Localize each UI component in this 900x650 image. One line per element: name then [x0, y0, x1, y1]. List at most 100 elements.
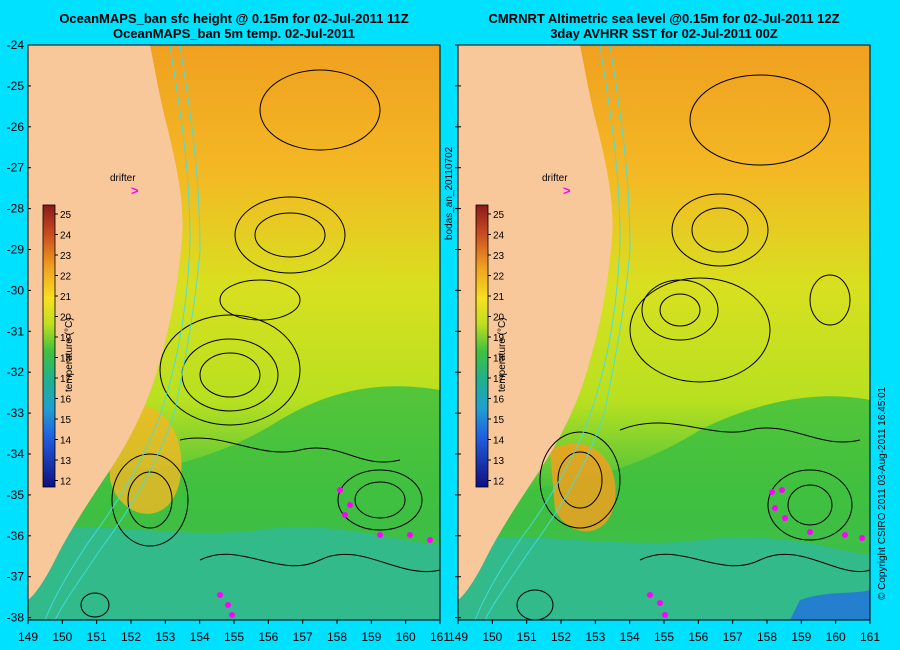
- latitude-tick-label: -32: [7, 365, 25, 379]
- latitude-tick-label: -27: [7, 161, 25, 175]
- left-isobaths: [44, 45, 201, 620]
- colorbar-tick-label: 19: [493, 333, 505, 344]
- latitude-tick-label: -34: [7, 447, 25, 461]
- longitude-tick-label: 150: [52, 630, 72, 644]
- right-isobaths: [474, 45, 631, 620]
- longitude-tick-label: 159: [791, 630, 811, 644]
- colorbar-tick-label: 23: [493, 251, 505, 262]
- colorbar-tick-label: 20: [493, 313, 505, 324]
- latitude-tick-label: -24: [7, 38, 25, 52]
- left-panel-title: OceanMAPS_ban sfc height @ 0.15m for 02-…: [28, 11, 440, 41]
- latitude-tick-label: -33: [7, 406, 25, 420]
- colorbar-tick-label: 12: [493, 477, 505, 488]
- longitude-tick-label: 158: [757, 630, 777, 644]
- colorbar-tick-label: 24: [493, 231, 505, 242]
- latitude-tick-label: -35: [7, 488, 25, 502]
- right-land: [458, 45, 613, 600]
- colorbar-tick-label: 18: [60, 354, 72, 365]
- longitude-tick-label: 152: [121, 630, 141, 644]
- longitude-tick-label: 156: [258, 630, 278, 644]
- colorbar-tick-label: 12: [60, 477, 72, 488]
- right-drifter-marker: >: [563, 183, 571, 198]
- right-drifter-tracks: [647, 487, 865, 618]
- left-title-line2: OceanMAPS_ban 5m temp. 02-Jul-2011: [112, 26, 356, 41]
- right-panel-title: CMRNRT Altimetric sea level @0.15m for 0…: [458, 11, 870, 41]
- latitude-axis: -24 -25 -26 -27 -28 -29 -30 -31 -32 -33 -34 -35 -36 -…: [7, 38, 461, 625]
- longitude-axis: 149 150 151 152 153 154 155 156 157 158 159 160 1611…: [18, 620, 880, 644]
- longitude-tick-label: 154: [190, 630, 210, 644]
- colorbar-tick-label: 23: [60, 251, 72, 262]
- longitude-tick-label: 151: [87, 630, 107, 644]
- longitude-tick-label: 154: [620, 630, 640, 644]
- longitude-tick-label: 150: [482, 630, 502, 644]
- latitude-tick-label: -37: [7, 570, 25, 584]
- longitude-tick-label: 149: [448, 630, 468, 644]
- colorbar-tick-label: 20: [60, 313, 72, 324]
- latitude-tick-label: -36: [7, 529, 25, 543]
- latitude-tick-label: -30: [7, 283, 25, 297]
- colorbar-tick-label: 14: [493, 436, 505, 447]
- colorbar-tick-label: 25: [60, 210, 72, 221]
- left-land: [28, 45, 183, 600]
- right-map-panel: [458, 45, 870, 620]
- colorbar-tick-label: 15: [493, 415, 505, 426]
- colorbar-tick-label: 25: [493, 210, 505, 221]
- copyright-label: © Copyright CSIRO 2011 03-Aug-2011 16:45…: [877, 386, 888, 600]
- left-colorbar: 25 24 23 22 21 20 19 18 17 16 15 14 13 12: [42, 204, 72, 488]
- longitude-tick-label: 161: [860, 630, 880, 644]
- left-drifter-marker: >: [131, 183, 139, 198]
- colorbar-tick-label: 13: [493, 456, 505, 467]
- middle-run-label: bodas_an_20110702: [444, 146, 455, 240]
- right-colorbar-label: temperature (°C): [497, 317, 508, 392]
- longitude-tick-label: 152: [551, 630, 571, 644]
- colorbar-tick-label: 22: [493, 272, 505, 283]
- right-contours: [516, 74, 870, 620]
- colorbar-tick-label: 13: [60, 456, 72, 467]
- right-colorbar: 25 24 23 22 21 20 19 18 17 16 15 14 13 12: [475, 204, 505, 488]
- colorbar-tick-label: 16: [60, 395, 72, 406]
- longitude-tick-label: 155: [224, 630, 244, 644]
- latitude-tick-label: -25: [7, 79, 25, 93]
- longitude-tick-label: 161: [430, 630, 450, 644]
- longitude-tick-label: 159: [361, 630, 381, 644]
- longitude-tick-label: 157: [293, 630, 313, 644]
- colorbar-tick-label: 15: [60, 415, 72, 426]
- longitude-tick-label: 155: [654, 630, 674, 644]
- colorbar-tick-label: 18: [493, 354, 505, 365]
- longitude-tick-label: 160: [396, 630, 416, 644]
- colorbar-tick-label: 17: [493, 374, 505, 385]
- colorbar-tick-label: 14: [60, 436, 72, 447]
- left-drifter-label: drifter: [110, 173, 136, 184]
- left-drifter-tracks: [217, 487, 433, 618]
- longitude-tick-label: 151: [517, 630, 537, 644]
- latitude-tick-label: -38: [7, 611, 25, 625]
- left-contours: [80, 69, 440, 618]
- colorbar-tick-label: 19: [60, 333, 72, 344]
- right-drifter-label: drifter: [542, 173, 568, 184]
- right-deep-cold: [790, 590, 870, 620]
- colorbar-tick-label: 22: [60, 272, 72, 283]
- longitude-tick-label: 157: [723, 630, 743, 644]
- latitude-tick-label: -29: [7, 243, 25, 257]
- longitude-tick-label: 160: [826, 630, 846, 644]
- latitude-tick-label: -28: [7, 202, 25, 216]
- longitude-tick-label: 153: [155, 630, 175, 644]
- longitude-tick-label: 158: [327, 630, 347, 644]
- longitude-tick-label: 156: [688, 630, 708, 644]
- left-title-line1: OceanMAPS_ban sfc height @ 0.15m for 02-…: [59, 11, 409, 26]
- left-colder-water: [28, 527, 440, 620]
- right-colder-water: [458, 537, 870, 620]
- longitude-tick-label: 149: [18, 630, 38, 644]
- latitude-tick-label: -31: [7, 324, 25, 338]
- longitude-tick-label: 153: [585, 630, 605, 644]
- left-colorbar-label: temperature (°C): [64, 317, 75, 392]
- colorbar-tick-label: 17: [60, 374, 72, 385]
- left-map-panel: [28, 45, 440, 620]
- colorbar-tick-label: 24: [60, 231, 72, 242]
- right-title-line1: CMRNRT Altimetric sea level @0.15m for 0…: [488, 11, 840, 26]
- colorbar-tick-label: 21: [493, 292, 505, 303]
- colorbar-tick-label: 16: [493, 395, 505, 406]
- latitude-tick-label: -26: [7, 120, 25, 134]
- right-title-line2: 3day AVHRR SST for 02-Jul-2011 00Z: [550, 26, 778, 41]
